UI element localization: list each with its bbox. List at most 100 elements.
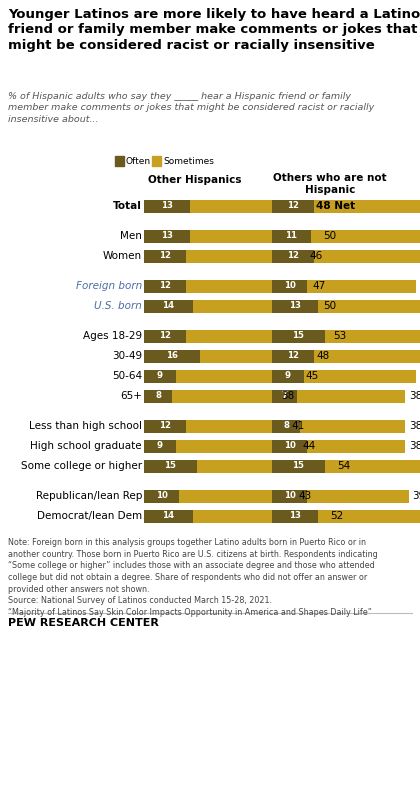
Bar — [176, 370, 302, 383]
Text: 10: 10 — [284, 492, 295, 501]
Text: 50: 50 — [323, 231, 336, 241]
Bar — [304, 370, 415, 383]
Text: Foreign born: Foreign born — [76, 281, 142, 291]
Bar — [272, 350, 314, 363]
Bar — [144, 350, 200, 363]
Text: 13: 13 — [161, 202, 173, 210]
Text: 12: 12 — [287, 252, 299, 261]
Bar — [307, 439, 405, 453]
Bar — [325, 460, 420, 473]
Text: 14: 14 — [163, 512, 175, 520]
Text: 12: 12 — [287, 351, 299, 360]
Text: 13: 13 — [289, 512, 301, 520]
Bar — [272, 489, 307, 502]
Text: 12: 12 — [159, 422, 171, 430]
Bar — [179, 489, 294, 502]
Text: 12: 12 — [159, 332, 171, 340]
Text: 10: 10 — [284, 442, 295, 450]
Text: 14: 14 — [163, 301, 175, 311]
Bar — [272, 329, 325, 343]
Text: 39: 39 — [412, 491, 420, 501]
Text: 10: 10 — [155, 492, 168, 501]
Bar — [144, 419, 186, 433]
Text: PEW RESEARCH CENTER: PEW RESEARCH CENTER — [8, 618, 159, 629]
Text: 15: 15 — [292, 332, 304, 340]
Text: 9: 9 — [157, 442, 163, 450]
Bar — [186, 249, 305, 262]
Bar — [144, 199, 189, 213]
Bar — [297, 390, 405, 402]
Bar — [307, 280, 415, 292]
Bar — [193, 509, 326, 523]
Text: 11: 11 — [285, 231, 297, 241]
Bar — [200, 350, 312, 363]
Text: 10: 10 — [284, 281, 295, 290]
Text: 38: 38 — [409, 421, 420, 431]
Bar — [325, 329, 420, 343]
Text: Some college or higher: Some college or higher — [21, 461, 142, 471]
Text: 47: 47 — [312, 281, 326, 291]
Bar — [314, 199, 420, 213]
Text: 9: 9 — [157, 371, 163, 380]
Text: 53: 53 — [333, 331, 347, 341]
Bar — [144, 230, 189, 242]
Text: Note: Foreign born in this analysis groups together Latino adults born in Puerto: Note: Foreign born in this analysis grou… — [8, 538, 378, 617]
Text: Less than high school: Less than high school — [29, 421, 142, 431]
Text: 50: 50 — [323, 301, 336, 311]
Bar — [318, 300, 420, 312]
Text: 13: 13 — [161, 231, 173, 241]
Bar — [144, 509, 193, 523]
Bar — [314, 350, 420, 363]
Text: Men: Men — [120, 231, 142, 241]
Bar — [272, 390, 297, 402]
Bar — [272, 249, 314, 262]
Text: Total: Total — [113, 201, 142, 211]
Text: Women: Women — [103, 251, 142, 261]
Bar — [144, 329, 186, 343]
Text: 44: 44 — [302, 441, 315, 451]
Text: 16: 16 — [166, 351, 178, 360]
Text: Sometimes: Sometimes — [163, 156, 214, 166]
Bar — [314, 249, 420, 262]
Text: 13: 13 — [289, 301, 301, 311]
Bar — [272, 419, 300, 433]
Bar — [272, 199, 314, 213]
Text: Democrat/lean Dem: Democrat/lean Dem — [37, 511, 142, 521]
Bar — [172, 390, 277, 402]
Bar — [144, 439, 176, 453]
Text: 7: 7 — [281, 391, 287, 401]
Text: 38: 38 — [281, 391, 294, 401]
Text: 12: 12 — [159, 252, 171, 261]
Bar — [307, 489, 409, 502]
Bar — [189, 230, 319, 242]
Bar — [310, 230, 420, 242]
Bar — [144, 390, 172, 402]
Text: Often: Often — [126, 156, 151, 166]
Text: 50-64: 50-64 — [112, 371, 142, 381]
Text: 48 Net: 48 Net — [316, 201, 355, 211]
Text: 52: 52 — [330, 511, 343, 521]
Bar — [144, 280, 186, 292]
Text: Others who are not
Hispanic: Others who are not Hispanic — [273, 173, 387, 194]
Text: 43: 43 — [299, 491, 312, 501]
Text: High school graduate: High school graduate — [30, 441, 142, 451]
Bar — [272, 460, 325, 473]
Text: Younger Latinos are more likely to have heard a Latino
friend or family member m: Younger Latinos are more likely to have … — [8, 8, 420, 52]
Text: 8: 8 — [155, 391, 161, 401]
Text: 46: 46 — [309, 251, 322, 261]
Bar — [272, 280, 307, 292]
Bar — [186, 280, 309, 292]
Text: 15: 15 — [164, 461, 176, 470]
Bar — [318, 509, 420, 523]
Text: % of Hispanic adults who say they _____ hear a Hispanic friend or family
member : % of Hispanic adults who say they _____ … — [8, 92, 375, 124]
Text: 9: 9 — [285, 371, 291, 380]
Text: 48: 48 — [316, 351, 329, 361]
Text: 41: 41 — [291, 421, 305, 431]
Text: 54: 54 — [337, 461, 350, 471]
Text: Republican/lean Rep: Republican/lean Rep — [36, 491, 142, 501]
Bar — [176, 439, 298, 453]
Bar — [144, 460, 197, 473]
Bar — [300, 419, 405, 433]
Text: 38: 38 — [409, 441, 420, 451]
Text: 65+: 65+ — [120, 391, 142, 401]
